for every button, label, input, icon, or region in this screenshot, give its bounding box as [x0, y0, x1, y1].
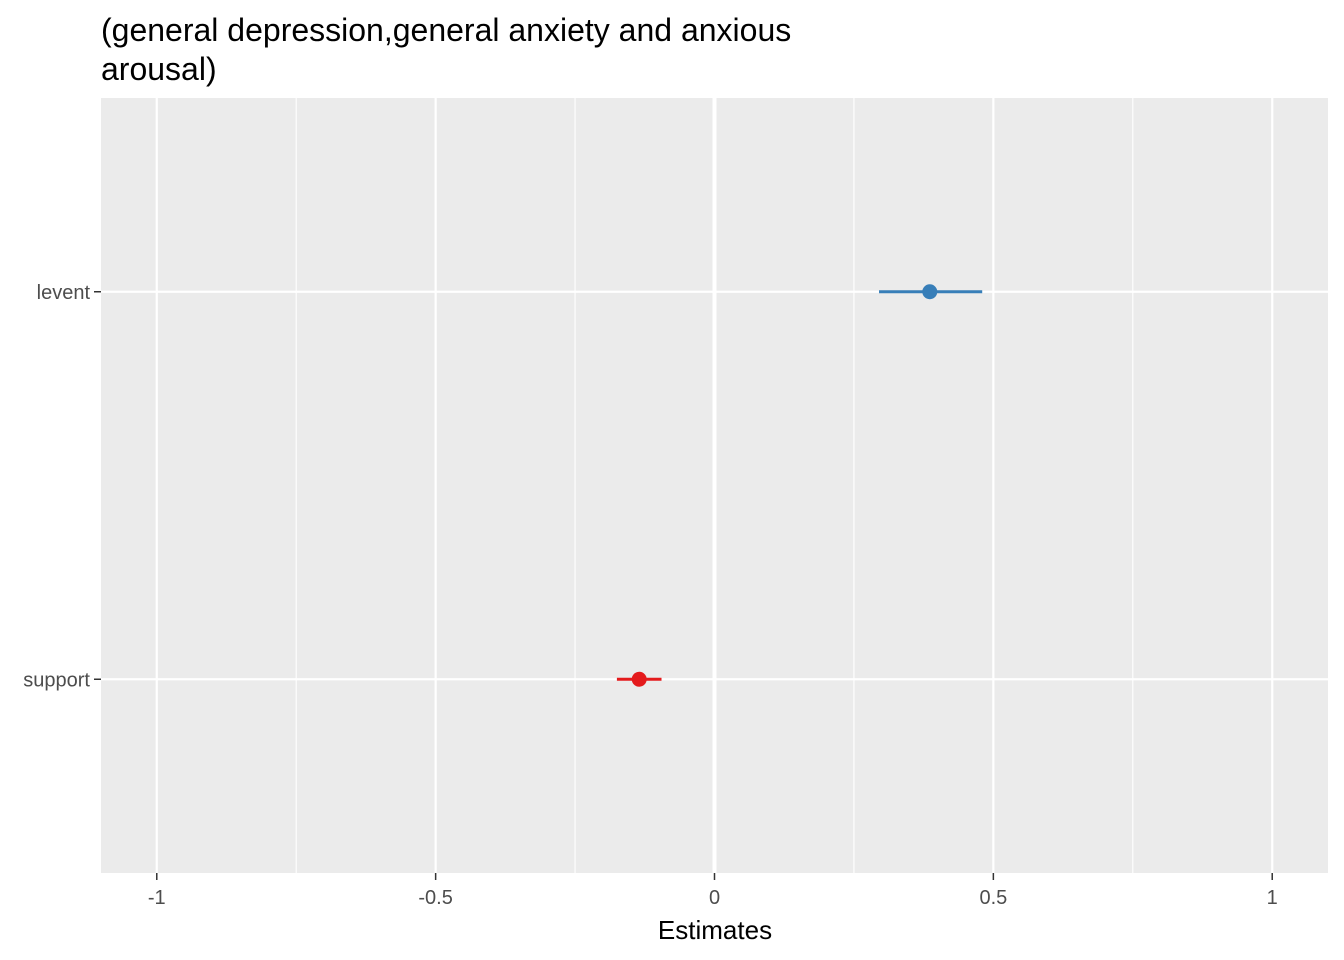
x-tick-label: 0: [709, 887, 720, 909]
y-tick-label-levent: levent: [37, 282, 91, 304]
x-tick-label: -0.5: [418, 887, 452, 909]
chart-title-line-2: arousal): [101, 51, 217, 87]
x-tick-label: 0.5: [979, 887, 1007, 909]
data-marks: [616, 284, 983, 687]
x-tick-label: 1: [1267, 887, 1278, 909]
chart-title-line-1: (general depression,general anxiety and …: [101, 12, 791, 48]
x-tick-label: -1: [148, 887, 166, 909]
y-tick-label-support: support: [23, 669, 90, 691]
x-axis-title: Estimates: [658, 915, 772, 945]
point-support: [631, 671, 647, 687]
point-levent: [922, 284, 938, 300]
axes: -1 -0.5 0 0.5 1 levent support: [23, 282, 1278, 909]
